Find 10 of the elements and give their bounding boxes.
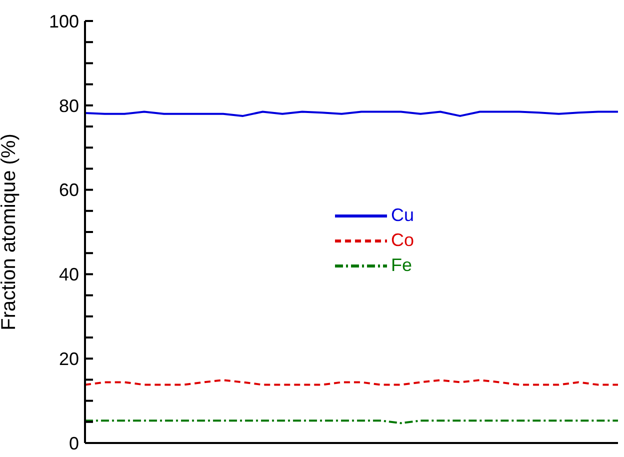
y-axis-title: Fraction atomique (%) bbox=[0, 134, 20, 330]
y-tick-label: 60 bbox=[58, 180, 79, 200]
legend-label: Co bbox=[391, 230, 414, 251]
y-tick-label: 20 bbox=[58, 348, 79, 369]
y-tick-label: 80 bbox=[58, 96, 79, 116]
legend-label: Cu bbox=[391, 205, 414, 226]
y-tick-label: 0 bbox=[68, 433, 79, 454]
legend-label: Fe bbox=[391, 255, 412, 276]
y-tick-label: 40 bbox=[58, 264, 79, 285]
y-tick-label: 100 bbox=[48, 11, 79, 32]
